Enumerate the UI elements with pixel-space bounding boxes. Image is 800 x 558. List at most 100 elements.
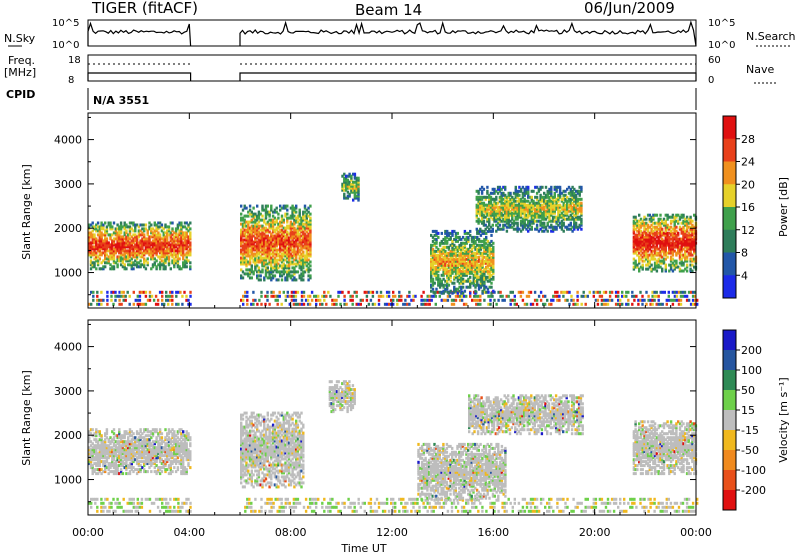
echo-cell — [617, 291, 619, 294]
echo-cell — [631, 295, 633, 298]
echo-cell — [171, 291, 173, 294]
echo-cell — [311, 291, 313, 294]
echo-cell — [514, 295, 516, 298]
echo-cell — [676, 299, 678, 302]
echo-cell — [98, 299, 100, 302]
echo-cell — [540, 299, 542, 302]
echo-cell — [509, 192, 511, 195]
echo-cell — [120, 222, 122, 225]
y-tick-label: 4000 — [54, 134, 82, 147]
echo-cell — [656, 214, 658, 217]
echo-cell — [576, 303, 578, 306]
echo-cell — [92, 299, 94, 302]
echo-cell — [150, 224, 152, 227]
echo-cell — [653, 295, 655, 298]
echo-cell — [116, 263, 118, 266]
echo-cell — [662, 303, 664, 306]
echo-cell — [568, 291, 570, 294]
echo-cell — [258, 266, 260, 269]
echo-cell — [358, 303, 360, 306]
echo-cell — [489, 299, 491, 302]
echo-cell — [94, 502, 96, 505]
echo-cell — [556, 291, 558, 294]
echo-cell — [554, 295, 556, 298]
echo-cell — [432, 278, 434, 281]
echo-cell — [431, 299, 433, 302]
echo-cell — [593, 291, 595, 294]
echo-cell — [680, 299, 682, 302]
echo-cell — [96, 295, 98, 298]
echo-cell — [309, 205, 311, 208]
echo-cell — [303, 291, 305, 294]
echo-cell — [530, 291, 532, 294]
echo-cell — [686, 295, 688, 298]
echo-cell — [376, 291, 378, 294]
echo-cell — [106, 498, 108, 501]
echo-cell — [277, 278, 279, 281]
echo-cell — [171, 227, 173, 230]
echo-cell — [285, 299, 287, 302]
echo-cell — [378, 299, 380, 302]
echo-cell — [242, 303, 244, 306]
nsky-trace — [88, 22, 696, 46]
echo-cell — [168, 225, 170, 228]
echo-cell — [465, 303, 467, 306]
echo-cell — [240, 213, 242, 216]
echo-cell — [246, 291, 248, 294]
freq-trace-line — [240, 73, 696, 81]
echo-cell — [522, 299, 524, 302]
echo-cell — [345, 303, 347, 306]
echo-cell — [167, 299, 169, 302]
echo-cell — [277, 299, 279, 302]
power-colorbar-cells — [723, 116, 736, 299]
echo-cell — [133, 303, 135, 306]
echo-cell — [692, 291, 694, 294]
echo-cell — [396, 303, 398, 306]
echo-cell — [167, 303, 169, 306]
echo-cell — [491, 295, 493, 298]
echo-cell — [109, 222, 111, 225]
echo-cell — [570, 222, 572, 225]
echo-cell — [540, 291, 542, 294]
echo-cell — [304, 205, 306, 208]
echo-cell — [343, 193, 345, 196]
echo-cell — [515, 186, 517, 189]
echo-cell — [615, 303, 617, 306]
echo-cell — [309, 303, 311, 306]
colorbar-swatch — [723, 207, 736, 230]
echo-cell — [167, 295, 169, 298]
echo-cell — [286, 213, 288, 216]
echo-cell — [576, 295, 578, 298]
echo-cell — [668, 295, 670, 298]
echo-cell — [546, 299, 548, 302]
echo-cell — [524, 303, 526, 306]
nsky-trace-line — [88, 24, 191, 47]
echo-cell — [360, 303, 362, 306]
echo-cell — [601, 299, 603, 302]
echo-cell — [615, 295, 617, 298]
colorbar-tick-label: 24 — [741, 156, 755, 169]
echo-cell — [641, 303, 643, 306]
echo-cell — [309, 261, 311, 264]
echo-cell — [181, 303, 183, 306]
echo-cell — [508, 295, 510, 298]
echo-cell — [639, 291, 641, 294]
echo-cell — [110, 506, 112, 509]
echo-cell — [111, 225, 113, 228]
echo-cell — [412, 299, 414, 302]
echo-cell — [437, 236, 439, 239]
echo-cell — [309, 295, 311, 298]
echo-cell — [558, 299, 560, 302]
echo-cell — [246, 299, 248, 302]
echo-cell — [90, 303, 92, 306]
echo-cell — [242, 276, 244, 279]
echo-cell — [356, 295, 358, 298]
echo-cell — [274, 274, 276, 277]
echo-cell — [642, 264, 644, 267]
y-tick-label: 1000 — [54, 267, 82, 280]
echo-cell — [272, 291, 274, 294]
echo-cell — [526, 303, 528, 306]
echo-cell — [362, 299, 364, 302]
echo-cell — [341, 291, 343, 294]
